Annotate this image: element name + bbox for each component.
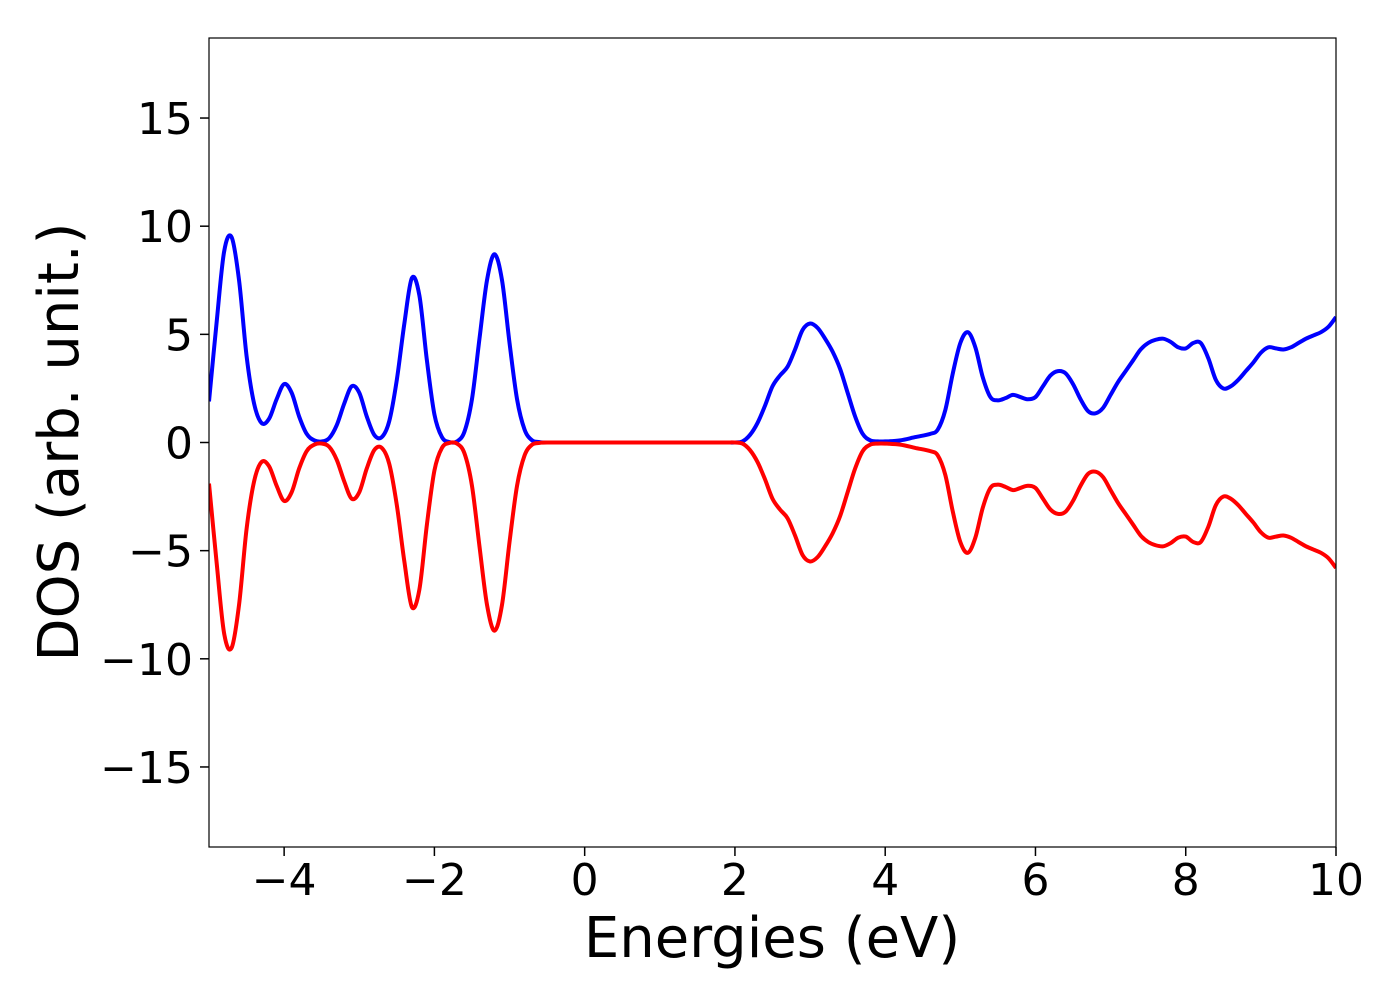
y-tick-label: −10 — [100, 635, 193, 686]
y-axis-label: DOS (arb. unit.) — [27, 222, 92, 661]
x-axis-label: Energies (eV) — [584, 906, 960, 971]
x-tick-label: 8 — [1172, 855, 1200, 906]
y-tick-label: 15 — [137, 94, 193, 145]
x-axis-ticks: −4 −2 0 2 4 6 8 10 — [252, 847, 1364, 906]
x-tick-label: 0 — [571, 855, 599, 906]
y-axis-ticks: 15 10 5 0 −5 −10 −15 — [100, 94, 209, 794]
x-tick-label: 10 — [1308, 855, 1364, 906]
y-tick-label: −5 — [128, 527, 193, 578]
x-tick-label: −2 — [402, 855, 467, 906]
y-tick-label: 0 — [165, 419, 193, 470]
dos-line-red — [209, 440, 1336, 652]
plot-frame — [208, 37, 1337, 848]
x-tick-label: 6 — [1021, 855, 1049, 906]
x-tick-label: 2 — [721, 855, 749, 906]
y-tick-label: 5 — [165, 310, 193, 361]
y-tick-label: 10 — [137, 202, 193, 253]
x-tick-label: −4 — [252, 855, 317, 906]
y-tick-label: −15 — [100, 743, 193, 794]
x-tick-label: 4 — [871, 855, 899, 906]
dos-line-blue — [209, 233, 1336, 445]
